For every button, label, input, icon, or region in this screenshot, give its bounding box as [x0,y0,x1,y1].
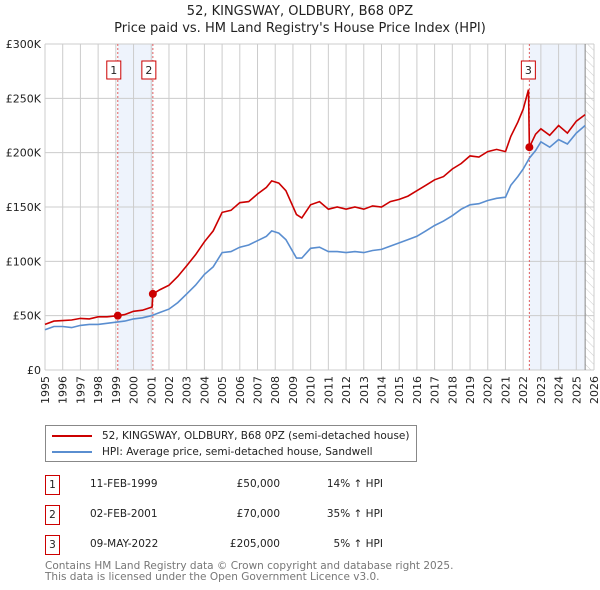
chart-subtitle: Price paid vs. HM Land Registry's House … [114,21,486,36]
legend-swatch-blue [52,451,92,453]
footer-licence: This data is licensed under the Open Gov… [45,571,380,583]
transaction-row: 2 02-FEB-2001 £70,000 35% ↑ HPI [45,505,445,525]
x-tick-label: 2004 [198,376,211,404]
x-tick-label: 2005 [216,376,229,404]
x-tick-label: 2001 [145,376,158,404]
series-line [44,89,586,326]
series-line [44,124,586,331]
x-tick-label: 2026 [588,376,600,404]
x-tick-label: 2025 [570,376,583,404]
legend-item-hpi: HPI: Average price, semi-detached house,… [52,444,373,460]
x-tick-label: 2006 [234,376,247,404]
x-tick-label: 2012 [340,376,353,404]
sale-point [525,143,534,152]
plot-area: 1995 1996 1997 1998 1999 2000 2001 2002 2003 2004… [6,38,600,404]
x-tick-label: 1997 [74,376,87,404]
legend-swatch-red [52,435,92,437]
x-tick-label: 2019 [464,376,477,404]
transaction-price: £205,000 [229,538,280,550]
x-tick-label: 1999 [110,376,123,404]
x-tick-label: 2007 [252,376,265,404]
x-tick-label: 2008 [269,376,282,404]
x-tick-label: 2016 [411,376,424,404]
legend-label: 52, KINGSWAY, OLDBURY, B68 0PZ (semi-det… [102,430,410,442]
transaction-date: 11-FEB-1999 [90,478,158,490]
sale-label: 1 [110,64,117,77]
y-tick-label: £150K [6,201,42,214]
x-tick-label: 2000 [128,376,141,404]
legend: 52, KINGSWAY, OLDBURY, B68 0PZ (semi-det… [45,425,417,462]
x-tick-label: 2015 [393,376,406,404]
sale-label-box [106,60,122,80]
transaction-hpi: 35% ↑ HPI [326,508,383,520]
x-tick-label: 1995 [39,376,52,404]
x-tick-label: 2011 [322,376,335,404]
x-tick-label: 2023 [535,376,548,404]
transaction-row: 1 11-FEB-1999 £50,000 14% ↑ HPI [45,475,445,495]
x-tick-label: 2009 [287,376,300,404]
x-tick-label: 2024 [553,376,566,404]
y-tick-label: £50K [13,310,42,323]
x-tick-label: 2013 [358,376,371,404]
sale-point [113,311,122,320]
x-tick-label: 2017 [429,376,442,404]
y-tick-label: £200K [6,147,42,160]
x-tick-label: 2020 [482,376,495,404]
x-tick-label: 2014 [375,376,388,404]
x-tick-label: 1996 [57,376,70,404]
sale-label: 3 [525,64,532,77]
y-tick-label: £0 [27,364,41,377]
sale-label-box [520,60,536,80]
sale-point [148,289,157,298]
y-tick-label: £100K [6,255,42,268]
y-tick-label: £250K [6,92,42,105]
transaction-date: 09-MAY-2022 [90,538,159,550]
transaction-hpi: 5% ↑ HPI [333,538,383,550]
transaction-price: £70,000 [236,508,280,520]
x-tick-label: 2022 [517,376,530,404]
sale-label-box [141,60,157,80]
transaction-row: 3 09-MAY-2022 £205,000 5% ↑ HPI [45,535,445,555]
x-tick-label: 2003 [181,376,194,404]
transaction-price: £50,000 [236,478,280,490]
sale-label: 2 [145,64,152,77]
transaction-marker: 2 [45,505,60,525]
transaction-date: 02-FEB-2001 [90,508,158,520]
transaction-marker: 1 [45,475,60,495]
x-tick-label: 2010 [305,376,318,404]
y-tick-label: £300K [6,38,42,51]
footer-copyright: Contains HM Land Registry data © Crown c… [45,560,454,572]
x-tick-label: 1998 [92,376,105,404]
x-tick-label: 2002 [163,376,176,404]
legend-label: HPI: Average price, semi-detached house,… [102,446,373,458]
chart-title: 52, KINGSWAY, OLDBURY, B68 0PZ [186,4,414,19]
x-tick-label: 2018 [446,376,459,404]
x-tick-label: 2021 [499,376,512,404]
transaction-marker: 3 [45,535,60,555]
transaction-hpi: 14% ↑ HPI [326,478,383,490]
legend-item-property: 52, KINGSWAY, OLDBURY, B68 0PZ (semi-det… [52,428,409,444]
